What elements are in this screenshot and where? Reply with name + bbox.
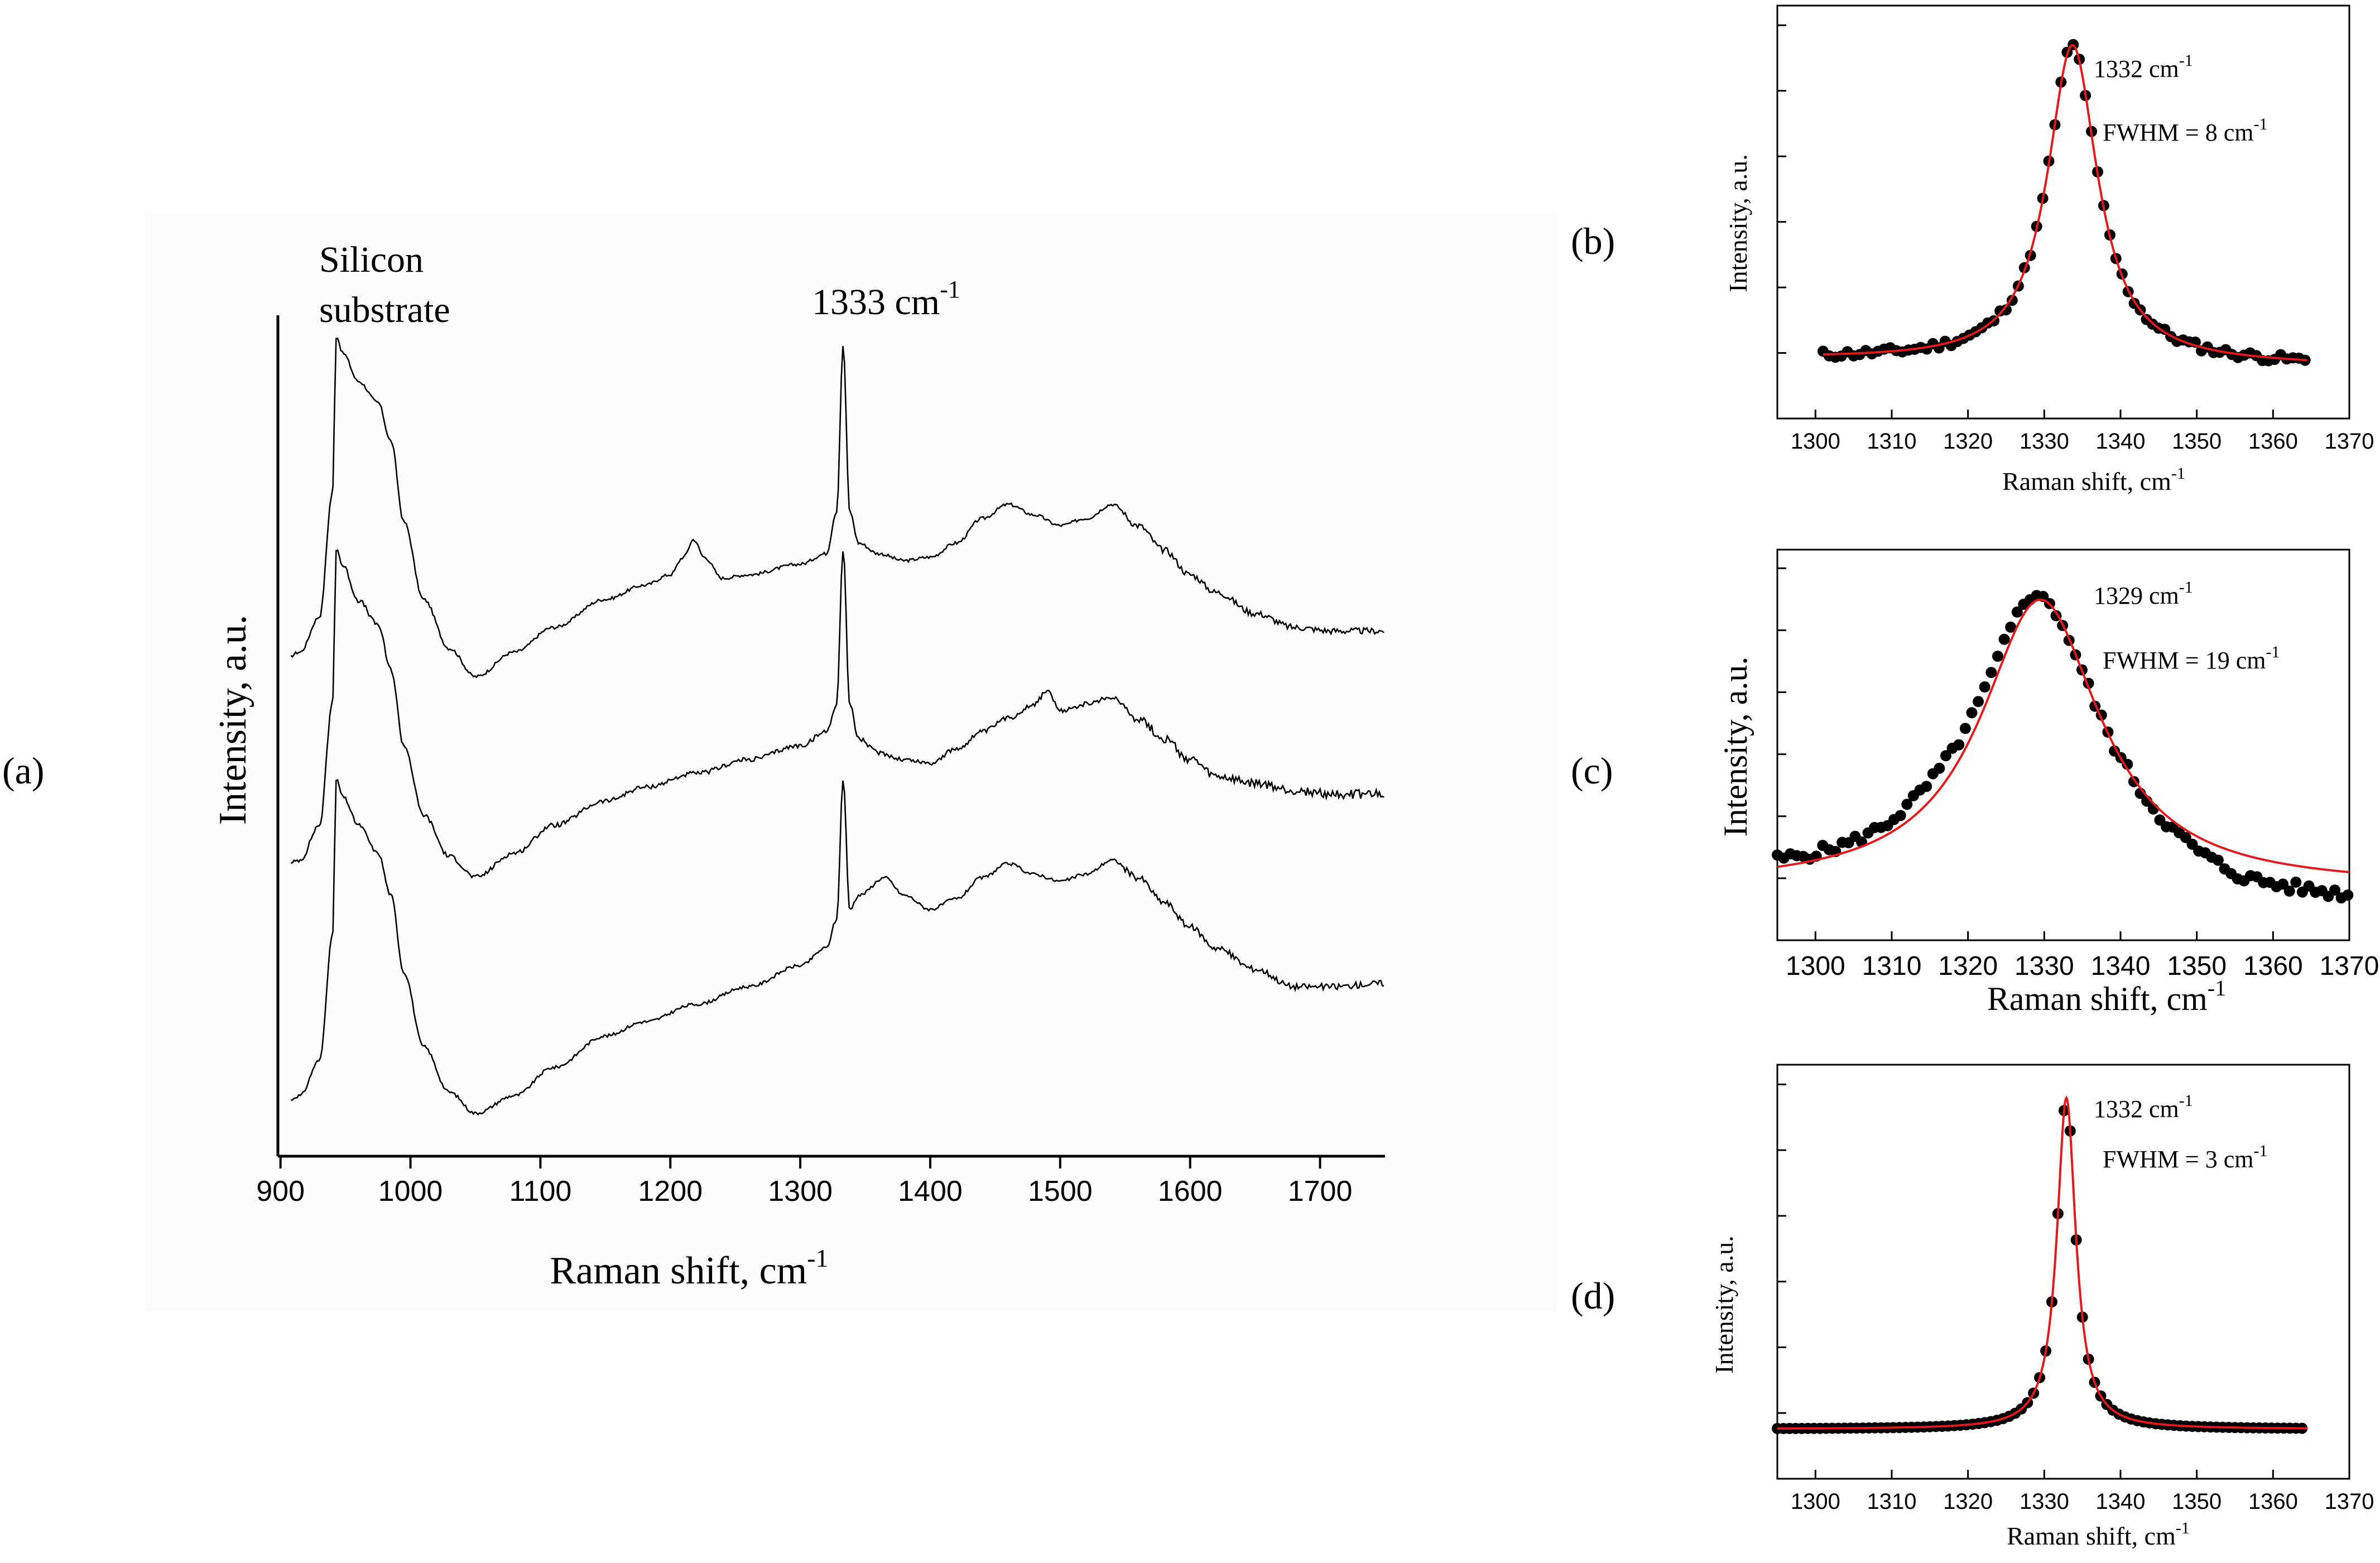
panel-a-x-axis-label: Raman shift, cm-1: [550, 1244, 828, 1292]
main-panel-background: [145, 212, 1557, 1311]
panel-c-peak-position: 1329 cm-1: [2094, 578, 2193, 609]
panel-c-data-point: [1959, 723, 1971, 734]
panel-c-frame: [1776, 549, 2350, 941]
panel-c-data-point: [1934, 762, 1945, 774]
panel-c-data-point: [1966, 707, 1978, 719]
panel-a-x-tick-label: 1100: [509, 1175, 571, 1208]
panel-d-x-tick-label: 1350: [2172, 1489, 2222, 1514]
panel-c-x-tick-label: 1320: [1938, 951, 1998, 981]
panel-c-data-point: [2342, 889, 2354, 901]
panel-d-x-tick-label: 1320: [1943, 1489, 1993, 1514]
panel-c-y-axis-label: Intensity, a.u.: [1717, 657, 1754, 837]
panel-b-x-tick-label: 1330: [2020, 429, 2069, 454]
panel-c-data-point: [1979, 681, 1990, 692]
panel-c-data-point: [2005, 621, 2017, 633]
panel-c-data-point: [1998, 633, 2010, 645]
panel-c-x-tick-label: 1350: [2167, 951, 2227, 981]
panel-c-data-point: [1895, 810, 1906, 821]
panel-a-y-axis-label: Intensity, a.u.: [211, 615, 254, 825]
panel-c-data-point: [1992, 651, 2003, 662]
panel-b-x-tick-label: 1320: [1943, 429, 1993, 454]
panel-c-data-point: [2283, 885, 2295, 897]
panel-c-data-point: [1953, 739, 1965, 751]
panel-d-lorentzian-fit: [1777, 1095, 2307, 1430]
panel-d-fwhm: FWHM = 3 cm-1: [2103, 1142, 2267, 1173]
panel-c-data-point: [2329, 884, 2340, 896]
panel-b-x-tick-label: 1310: [1867, 429, 1917, 454]
panel-d-x-tick-label: 1340: [2096, 1489, 2146, 1514]
panel-d-x-tick-label: 1370: [2325, 1489, 2374, 1514]
panel-a-x-tick-label: 1500: [1028, 1175, 1093, 1208]
panel-label-b: (b): [1571, 220, 1615, 262]
annotation-1333-peak: 1333 cm-1: [812, 276, 960, 323]
panel-a-spectrum-1: [290, 337, 1384, 679]
panel-c-x-tick-label: 1360: [2243, 951, 2303, 981]
panel-a-x-tick-label: 1000: [378, 1175, 443, 1208]
panel-b-data-point: [2001, 304, 2012, 316]
panel-a-x-tick-label: 1300: [768, 1175, 833, 1208]
panel-label-c: (c): [1571, 749, 1613, 792]
panel-b-peak-position: 1332 cm-1: [2094, 51, 2193, 83]
panel-c-data-point: [1940, 750, 1951, 762]
panel-c-data-point: [2290, 876, 2302, 888]
panel-a-x-tick-label: 1200: [638, 1175, 703, 1208]
panel-b-x-tick-label: 1340: [2096, 429, 2146, 454]
panel-c-data-point: [1921, 781, 1932, 792]
panel-b-lorentzian-fit: [1823, 44, 2307, 362]
panel-d-x-tick-label: 1310: [1867, 1489, 1917, 1514]
panel-c-data-point: [1985, 667, 1997, 679]
panel-d-y-axis-label: Intensity, a.u.: [1710, 1235, 1738, 1373]
panel-label-a: (a): [2, 749, 44, 792]
panel-c-data-point: [1973, 696, 1984, 708]
panel-c-x-tick-label: 1310: [1862, 951, 1922, 981]
panel-b-x-tick-label: 1300: [1791, 429, 1840, 454]
panel-d-peak-position: 1332 cm-1: [2094, 1091, 2193, 1123]
panel-a-x-tick-label: 1700: [1288, 1175, 1353, 1208]
panel-c-data-point: [2011, 606, 2023, 618]
panel-c-data-point: [1901, 799, 1913, 810]
annotation-silicon-line2: substrate: [319, 290, 450, 330]
panel-a-x-tick-label: 900: [256, 1175, 305, 1208]
panel-c-x-tick-label: 1300: [1786, 951, 1845, 981]
panel-c-fwhm: FWHM = 19 cm-1: [2103, 643, 2280, 674]
panel-c-data-point: [2212, 854, 2224, 866]
panel-b-fwhm: FWHM = 8 cm-1: [2103, 115, 2267, 146]
panel-d-x-tick-label: 1360: [2248, 1489, 2298, 1514]
panel-b-x-axis-label: Raman shift, cm-1: [2002, 464, 2185, 496]
plot-layer: 900 1000 1100 1200 1300 1400 1500 1600 1700 1300 1…: [256, 4, 2379, 1514]
panel-c-x-tick-label: 1340: [2091, 951, 2151, 981]
panel-b-x-tick-label: 1360: [2248, 429, 2298, 454]
panel-label-d: (d): [1571, 1275, 1615, 1317]
panel-c-data-point: [2147, 803, 2159, 815]
panel-b-frame: [1776, 4, 2350, 420]
panel-c-x-axis-label: Raman shift, cm-1: [1987, 975, 2226, 1017]
panel-b-x-tick-label: 1370: [2325, 429, 2374, 454]
annotation-silicon-line1: Silicon: [319, 239, 424, 280]
panel-d-x-tick-label: 1330: [2020, 1489, 2069, 1514]
panel-d-frame: [1776, 1064, 2350, 1480]
panel-c-x-tick-label: 1330: [2014, 951, 2074, 981]
panel-a-x-tick-label: 1400: [898, 1175, 963, 1208]
panel-c-lorentzian-fit: [1777, 598, 2350, 873]
panel-b-x-tick-label: 1350: [2172, 429, 2222, 454]
panel-b-y-axis-label: Intensity, a.u.: [1724, 154, 1752, 292]
panel-a-spectrum-2: [290, 549, 1384, 879]
panel-a-spectrum-3: [291, 778, 1384, 1116]
panel-a-x-tick-label: 1600: [1158, 1175, 1223, 1208]
panel-c-data-point: [2122, 758, 2133, 770]
panel-d-x-tick-label: 1300: [1791, 1489, 1840, 1514]
panel-c-x-tick-label: 1370: [2320, 951, 2379, 981]
panel-d-x-axis-label: Raman shift, cm-1: [2007, 1519, 2190, 1550]
